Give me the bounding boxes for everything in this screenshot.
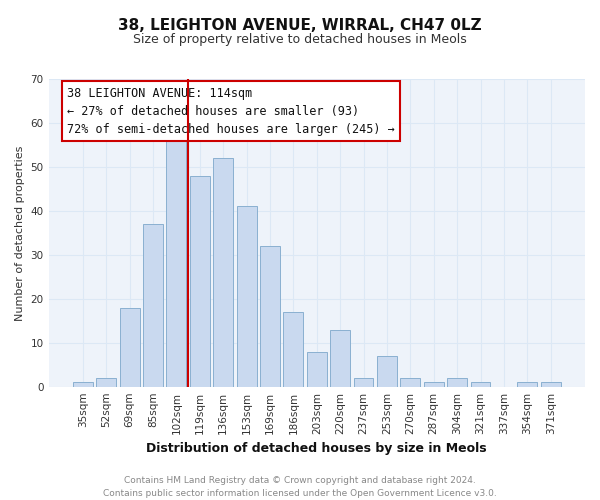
Bar [541, 382, 560, 386]
Bar [447, 378, 467, 386]
Bar [260, 246, 280, 386]
Text: Size of property relative to detached houses in Meols: Size of property relative to detached ho… [133, 32, 467, 46]
Bar [283, 312, 304, 386]
Bar [330, 330, 350, 386]
Bar [517, 382, 537, 386]
Text: 38, LEIGHTON AVENUE, WIRRAL, CH47 0LZ: 38, LEIGHTON AVENUE, WIRRAL, CH47 0LZ [118, 18, 482, 32]
Bar [400, 378, 420, 386]
X-axis label: Distribution of detached houses by size in Meols: Distribution of detached houses by size … [146, 442, 487, 455]
Bar [236, 206, 257, 386]
Bar [73, 382, 93, 386]
Bar [353, 378, 373, 386]
Text: 38 LEIGHTON AVENUE: 114sqm
← 27% of detached houses are smaller (93)
72% of semi: 38 LEIGHTON AVENUE: 114sqm ← 27% of deta… [67, 86, 395, 136]
Bar [307, 352, 327, 386]
Bar [120, 308, 140, 386]
Bar [470, 382, 490, 386]
Bar [377, 356, 397, 386]
Bar [190, 176, 210, 386]
Bar [166, 136, 187, 386]
Bar [213, 158, 233, 386]
Text: Contains HM Land Registry data © Crown copyright and database right 2024.
Contai: Contains HM Land Registry data © Crown c… [103, 476, 497, 498]
Bar [143, 224, 163, 386]
Bar [424, 382, 443, 386]
Y-axis label: Number of detached properties: Number of detached properties [15, 145, 25, 320]
Bar [97, 378, 116, 386]
